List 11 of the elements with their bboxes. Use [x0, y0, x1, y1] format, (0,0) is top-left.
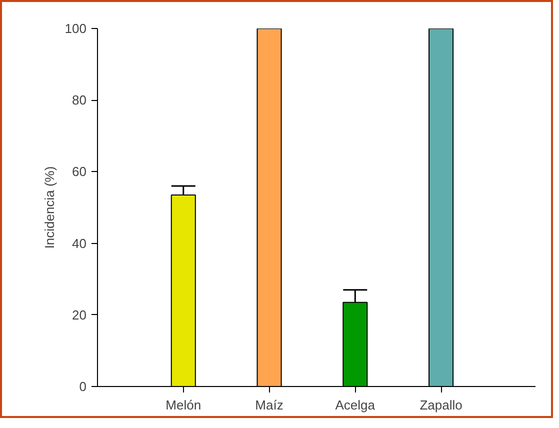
y-tick-label: 0 — [79, 379, 87, 394]
x-tick-label: Acelga — [335, 398, 376, 412]
x-tick-label: Maíz — [255, 398, 284, 412]
y-tick-label: 20 — [72, 307, 87, 322]
y-axis-title: Incidencia (%) — [42, 166, 57, 249]
x-tick-label: Zapallo — [420, 398, 462, 412]
y-tick-label: 100 — [64, 21, 87, 36]
y-tick-label: 40 — [72, 236, 87, 251]
y-tick-label: 80 — [72, 92, 87, 108]
y-tick-label: 60 — [72, 164, 87, 180]
x-tick-label: Melón — [166, 398, 202, 412]
